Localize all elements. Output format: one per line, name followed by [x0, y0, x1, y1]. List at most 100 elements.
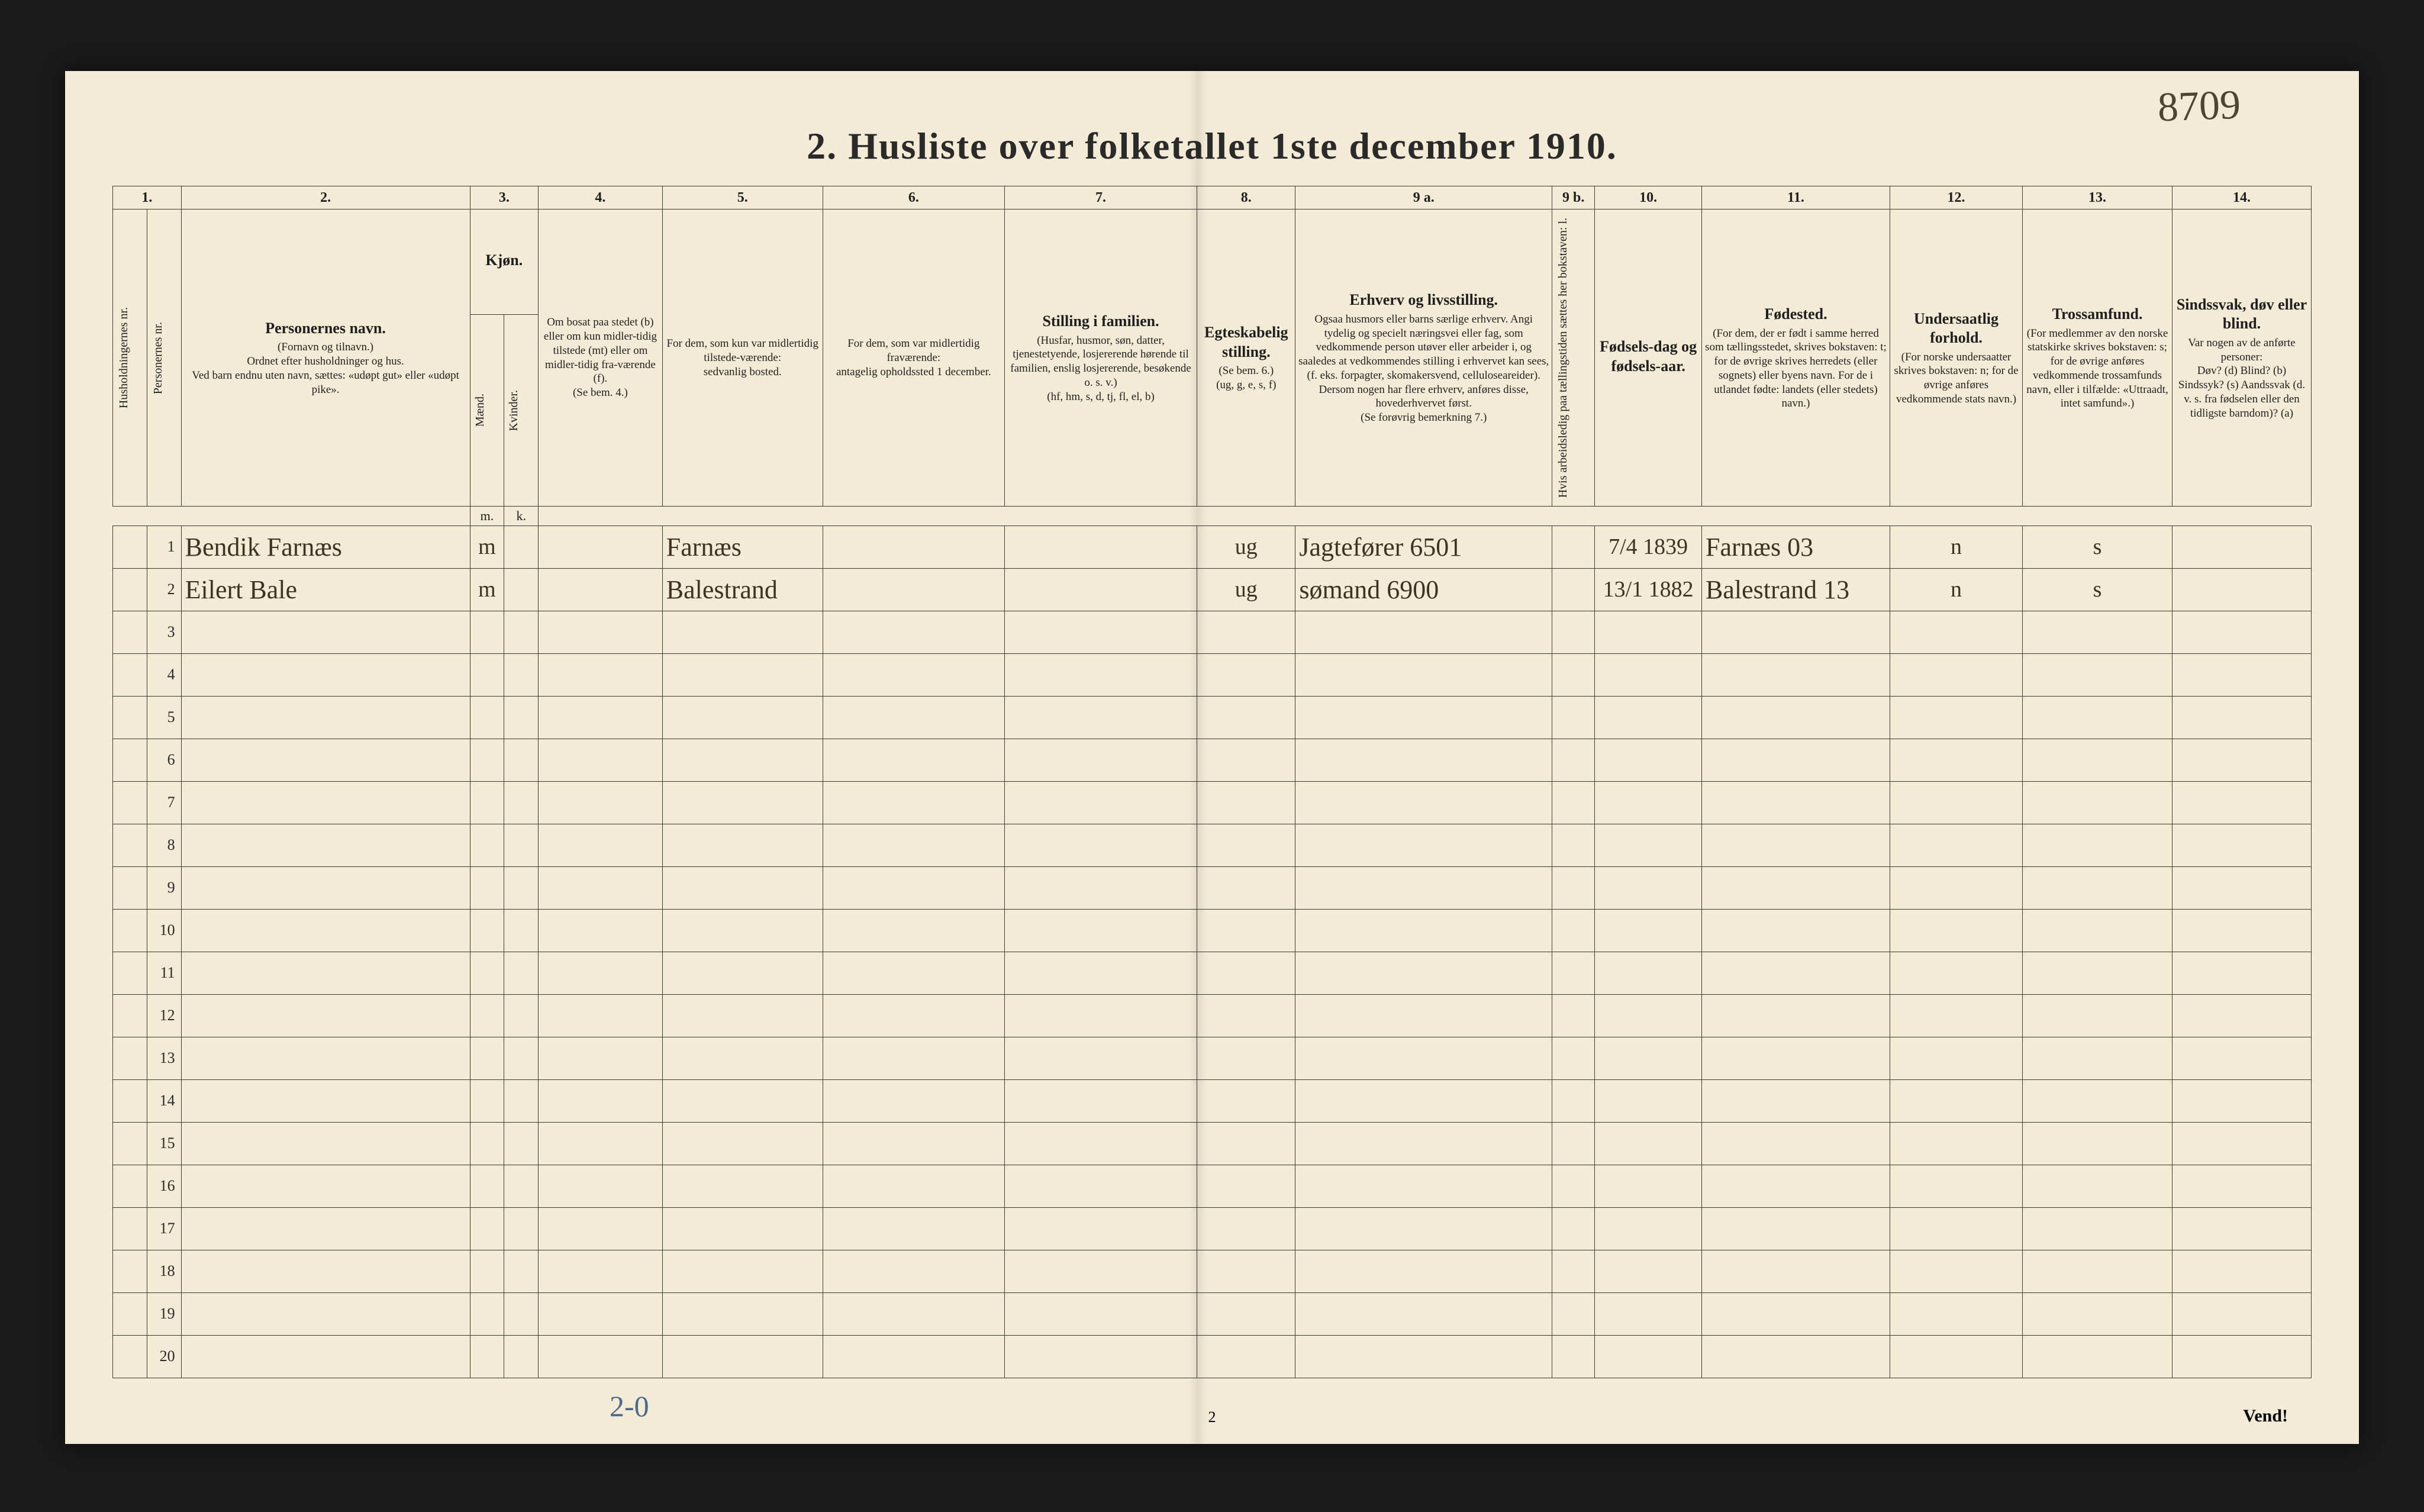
- cell-col8: [1197, 1165, 1295, 1207]
- cell-col4: [539, 994, 663, 1037]
- col14-header: Sindssvak, døv eller blind. Var nogen av…: [2172, 209, 2312, 507]
- colnum-14: 14.: [2172, 186, 2312, 209]
- col9b-label: Hvis arbeidsledig paa tællingstiden sætt…: [1555, 213, 1572, 502]
- colnum-9a: 9 a.: [1295, 186, 1552, 209]
- cell-sex-k: [504, 1037, 539, 1079]
- col13-header: Trossamfund. (For medlemmer av den norsk…: [2023, 209, 2172, 507]
- col3-m-label: Mænd.: [472, 389, 489, 431]
- cell-person-num: 19: [147, 1292, 181, 1335]
- colnum-12: 12.: [1890, 186, 2023, 209]
- cell-col11: [1702, 696, 1890, 739]
- cell-col10: [1595, 909, 1702, 952]
- col5-header: For dem, som kun var midlertidig tilsted…: [662, 209, 823, 507]
- cell-col9a: [1295, 1122, 1552, 1165]
- cell-col8: [1197, 1037, 1295, 1079]
- cell-col5: [662, 739, 823, 781]
- cell-col12: [1890, 1207, 2023, 1250]
- cell-col4: [539, 952, 663, 994]
- cell-household-num: [113, 1250, 147, 1292]
- cell-col12: [1890, 653, 2023, 696]
- cell-col4: [539, 526, 663, 568]
- cell-household-num: [113, 611, 147, 653]
- cell-col9b: [1552, 1335, 1595, 1378]
- cell-household-num: [113, 696, 147, 739]
- cell-name: [181, 653, 470, 696]
- col11-title: Fødested.: [1704, 305, 1887, 324]
- cell-person-num: 20: [147, 1335, 181, 1378]
- cell-col9b: [1552, 1122, 1595, 1165]
- cell-col14: [2172, 994, 2312, 1037]
- cell-col10: [1595, 781, 1702, 824]
- cell-sex-k: [504, 1207, 539, 1250]
- cell-person-num: 17: [147, 1207, 181, 1250]
- table-row: 10: [113, 909, 2312, 952]
- col2-sub2: Ordnet efter husholdninger og hus.: [184, 354, 468, 369]
- col9a-l1: Ogsaa husmors eller barns særlige erhver…: [1298, 312, 1549, 411]
- cell-col11: Farnæs 03: [1702, 526, 1890, 568]
- cell-col13: [2023, 994, 2172, 1037]
- cell-col9a: [1295, 1165, 1552, 1207]
- cell-col12: [1890, 1335, 2023, 1378]
- cell-col5: [662, 1207, 823, 1250]
- cell-col9b: [1552, 611, 1595, 653]
- column-number-row: 1. 2. 3. 4. 5. 6. 7. 8. 9 a. 9 b. 10. 11…: [113, 186, 2312, 209]
- cell-col7: [1004, 696, 1197, 739]
- cell-col9a: [1295, 781, 1552, 824]
- cell-col13: [2023, 866, 2172, 909]
- cell-col13: [2023, 1335, 2172, 1378]
- cell-col5: [662, 696, 823, 739]
- cell-col7: [1004, 1250, 1197, 1292]
- cell-col12: [1890, 696, 2023, 739]
- cell-col11: [1702, 1122, 1890, 1165]
- table-row: 7: [113, 781, 2312, 824]
- cell-household-num: [113, 1292, 147, 1335]
- cell-col10: [1595, 1335, 1702, 1378]
- col2-sub1: (Fornavn og tilnavn.): [184, 340, 468, 354]
- cell-col4: [539, 568, 663, 611]
- table-row: 15: [113, 1122, 2312, 1165]
- cell-col9a: [1295, 866, 1552, 909]
- cell-name: [181, 611, 470, 653]
- cell-col7: [1004, 1079, 1197, 1122]
- col7-l1: (Husfar, husmor, søn, datter, tjenestety…: [1007, 334, 1194, 390]
- col8-title: Egteskabelig stilling.: [1200, 323, 1292, 362]
- colnum-5: 5.: [662, 186, 823, 209]
- cell-sex-k: [504, 1250, 539, 1292]
- cell-col9a: sømand 6900: [1295, 568, 1552, 611]
- colnum-9b: 9 b.: [1552, 186, 1595, 209]
- cell-col7: [1004, 526, 1197, 568]
- cell-col11: [1702, 1079, 1890, 1122]
- col5-l1: For dem, som kun var midlertidig tilsted…: [665, 337, 820, 365]
- cell-col12: [1890, 952, 2023, 994]
- cell-name: [181, 1122, 470, 1165]
- col3-foot-m: m.: [470, 507, 504, 526]
- cell-sex-m: [470, 866, 504, 909]
- cell-col9b: [1552, 1250, 1595, 1292]
- cell-person-num: 6: [147, 739, 181, 781]
- cell-col8: [1197, 1079, 1295, 1122]
- table-row: 19: [113, 1292, 2312, 1335]
- cell-col4: [539, 611, 663, 653]
- cell-sex-m: [470, 1335, 504, 1378]
- cell-name: [181, 952, 470, 994]
- cell-household-num: [113, 909, 147, 952]
- cell-col7: [1004, 1037, 1197, 1079]
- cell-sex-m: [470, 1165, 504, 1207]
- cell-col8: [1197, 611, 1295, 653]
- cell-col13: [2023, 1165, 2172, 1207]
- cell-col10: [1595, 739, 1702, 781]
- cell-col10: [1595, 1079, 1702, 1122]
- table-row: 14: [113, 1079, 2312, 1122]
- cell-col9b: [1552, 781, 1595, 824]
- cell-col12: [1890, 1165, 2023, 1207]
- cell-col13: [2023, 952, 2172, 994]
- cell-col13: [2023, 1207, 2172, 1250]
- table-row: 1Bendik FarnæsmFarnæsugJagtefører 65017/…: [113, 526, 2312, 568]
- cell-col5: [662, 1292, 823, 1335]
- col13-title: Trossamfund.: [2025, 305, 2170, 324]
- cell-col8: [1197, 653, 1295, 696]
- cell-col4: [539, 1037, 663, 1079]
- cell-col10: [1595, 1165, 1702, 1207]
- cell-col12: [1890, 866, 2023, 909]
- cell-sex-k: [504, 739, 539, 781]
